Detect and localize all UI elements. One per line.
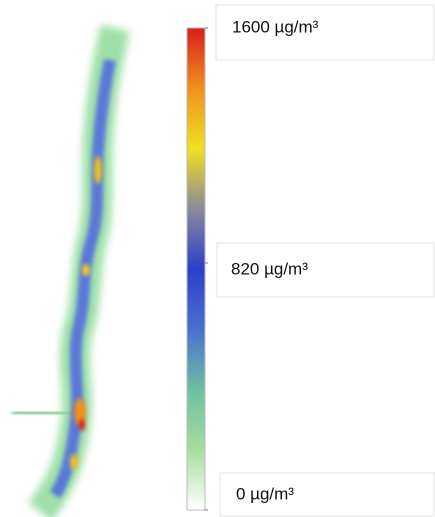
label-box (216, 242, 435, 298)
colorbar-label: 820 µg/m³ (231, 259, 308, 278)
label-box (219, 472, 435, 517)
colorbar (186, 27, 206, 511)
colorbar-label: 1600 µg/m³ (232, 17, 319, 36)
colorbar-label: 0 µg/m³ (236, 484, 294, 503)
plume (11, 24, 130, 517)
label-box (215, 4, 435, 61)
